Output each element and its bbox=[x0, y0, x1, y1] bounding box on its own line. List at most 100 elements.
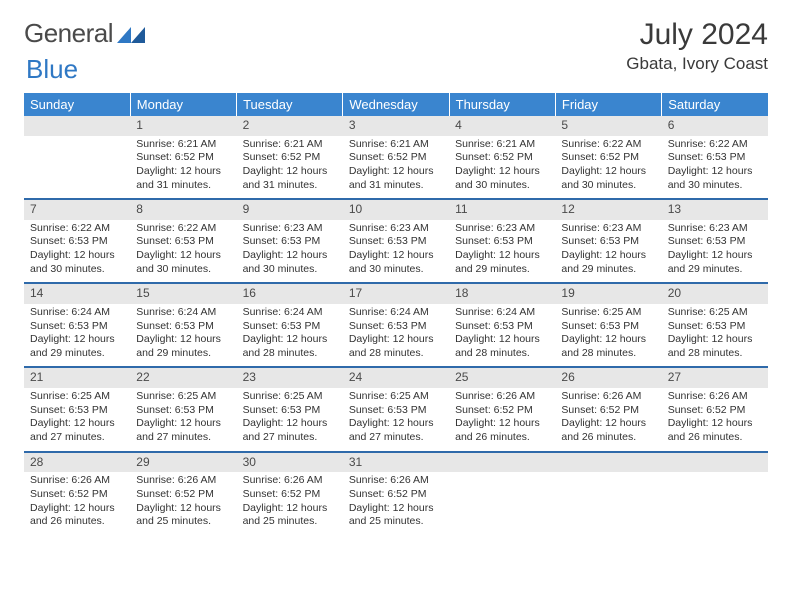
calendar-day: 3Sunrise: 6:21 AMSunset: 6:52 PMDaylight… bbox=[343, 116, 449, 199]
sunset-line: Sunset: 6:53 PM bbox=[136, 404, 230, 418]
day-body: Sunrise: 6:25 AMSunset: 6:53 PMDaylight:… bbox=[662, 304, 768, 367]
day-body: Sunrise: 6:25 AMSunset: 6:53 PMDaylight:… bbox=[343, 388, 449, 451]
calendar-day: 20Sunrise: 6:25 AMSunset: 6:53 PMDayligh… bbox=[662, 284, 768, 367]
calendar-day: 11Sunrise: 6:23 AMSunset: 6:53 PMDayligh… bbox=[449, 200, 555, 283]
sunset-line: Sunset: 6:53 PM bbox=[243, 235, 337, 249]
daylight-line: Daylight: 12 hours and 28 minutes. bbox=[561, 333, 655, 360]
calendar-day bbox=[555, 453, 661, 535]
day-body: Sunrise: 6:22 AMSunset: 6:52 PMDaylight:… bbox=[555, 136, 661, 199]
sunrise-line: Sunrise: 6:25 AM bbox=[136, 390, 230, 404]
daylight-line: Daylight: 12 hours and 27 minutes. bbox=[349, 417, 443, 444]
sunrise-line: Sunrise: 6:22 AM bbox=[30, 222, 124, 236]
sunset-line: Sunset: 6:53 PM bbox=[136, 235, 230, 249]
sunrise-line: Sunrise: 6:21 AM bbox=[455, 138, 549, 152]
day-body: Sunrise: 6:26 AMSunset: 6:52 PMDaylight:… bbox=[662, 388, 768, 451]
daylight-line: Daylight: 12 hours and 27 minutes. bbox=[136, 417, 230, 444]
daylight-line: Daylight: 12 hours and 28 minutes. bbox=[243, 333, 337, 360]
day-number bbox=[662, 453, 768, 473]
location-label: Gbata, Ivory Coast bbox=[626, 54, 768, 74]
daylight-line: Daylight: 12 hours and 30 minutes. bbox=[30, 249, 124, 276]
day-body: Sunrise: 6:24 AMSunset: 6:53 PMDaylight:… bbox=[449, 304, 555, 367]
day-number: 27 bbox=[662, 368, 768, 388]
day-body: Sunrise: 6:22 AMSunset: 6:53 PMDaylight:… bbox=[130, 220, 236, 283]
calendar-week: 21Sunrise: 6:25 AMSunset: 6:53 PMDayligh… bbox=[24, 368, 768, 451]
daylight-line: Daylight: 12 hours and 30 minutes. bbox=[243, 249, 337, 276]
calendar-day: 2Sunrise: 6:21 AMSunset: 6:52 PMDaylight… bbox=[237, 116, 343, 199]
sunset-line: Sunset: 6:53 PM bbox=[561, 235, 655, 249]
dow-saturday: Saturday bbox=[662, 93, 768, 116]
calendar-week: 7Sunrise: 6:22 AMSunset: 6:53 PMDaylight… bbox=[24, 200, 768, 283]
sunset-line: Sunset: 6:52 PM bbox=[30, 488, 124, 502]
brand-part2: Blue bbox=[26, 54, 78, 84]
calendar-day: 25Sunrise: 6:26 AMSunset: 6:52 PMDayligh… bbox=[449, 368, 555, 451]
sunrise-line: Sunrise: 6:21 AM bbox=[243, 138, 337, 152]
daylight-line: Daylight: 12 hours and 26 minutes. bbox=[455, 417, 549, 444]
day-number bbox=[555, 453, 661, 473]
sunrise-line: Sunrise: 6:24 AM bbox=[30, 306, 124, 320]
day-number: 22 bbox=[130, 368, 236, 388]
sunrise-line: Sunrise: 6:23 AM bbox=[668, 222, 762, 236]
dow-wednesday: Wednesday bbox=[343, 93, 449, 116]
sunrise-line: Sunrise: 6:23 AM bbox=[349, 222, 443, 236]
daylight-line: Daylight: 12 hours and 30 minutes. bbox=[455, 165, 549, 192]
calendar-day: 21Sunrise: 6:25 AMSunset: 6:53 PMDayligh… bbox=[24, 368, 130, 451]
sunrise-line: Sunrise: 6:24 AM bbox=[243, 306, 337, 320]
daylight-line: Daylight: 12 hours and 30 minutes. bbox=[136, 249, 230, 276]
daylight-line: Daylight: 12 hours and 31 minutes. bbox=[349, 165, 443, 192]
calendar-day bbox=[449, 453, 555, 535]
brand-logo: General bbox=[24, 18, 145, 49]
day-body: Sunrise: 6:25 AMSunset: 6:53 PMDaylight:… bbox=[24, 388, 130, 451]
day-number: 24 bbox=[343, 368, 449, 388]
sunrise-line: Sunrise: 6:23 AM bbox=[243, 222, 337, 236]
daylight-line: Daylight: 12 hours and 27 minutes. bbox=[30, 417, 124, 444]
daylight-line: Daylight: 12 hours and 28 minutes. bbox=[668, 333, 762, 360]
day-number: 8 bbox=[130, 200, 236, 220]
daylight-line: Daylight: 12 hours and 26 minutes. bbox=[561, 417, 655, 444]
day-body: Sunrise: 6:21 AMSunset: 6:52 PMDaylight:… bbox=[237, 136, 343, 199]
sunset-line: Sunset: 6:52 PM bbox=[349, 151, 443, 165]
sunrise-line: Sunrise: 6:26 AM bbox=[455, 390, 549, 404]
calendar-week: 28Sunrise: 6:26 AMSunset: 6:52 PMDayligh… bbox=[24, 453, 768, 535]
daylight-line: Daylight: 12 hours and 29 minutes. bbox=[136, 333, 230, 360]
daylight-line: Daylight: 12 hours and 25 minutes. bbox=[349, 502, 443, 529]
day-body: Sunrise: 6:22 AMSunset: 6:53 PMDaylight:… bbox=[662, 136, 768, 199]
daylight-line: Daylight: 12 hours and 25 minutes. bbox=[136, 502, 230, 529]
calendar-week: 1Sunrise: 6:21 AMSunset: 6:52 PMDaylight… bbox=[24, 116, 768, 199]
sunset-line: Sunset: 6:52 PM bbox=[243, 151, 337, 165]
day-body: Sunrise: 6:22 AMSunset: 6:53 PMDaylight:… bbox=[24, 220, 130, 283]
calendar-day: 17Sunrise: 6:24 AMSunset: 6:53 PMDayligh… bbox=[343, 284, 449, 367]
dow-sunday: Sunday bbox=[24, 93, 130, 116]
daylight-line: Daylight: 12 hours and 28 minutes. bbox=[455, 333, 549, 360]
sunset-line: Sunset: 6:52 PM bbox=[455, 151, 549, 165]
day-body: Sunrise: 6:26 AMSunset: 6:52 PMDaylight:… bbox=[555, 388, 661, 451]
day-number: 19 bbox=[555, 284, 661, 304]
day-body: Sunrise: 6:21 AMSunset: 6:52 PMDaylight:… bbox=[130, 136, 236, 199]
sunrise-line: Sunrise: 6:26 AM bbox=[30, 474, 124, 488]
sunrise-line: Sunrise: 6:26 AM bbox=[349, 474, 443, 488]
dow-friday: Friday bbox=[555, 93, 661, 116]
daylight-line: Daylight: 12 hours and 30 minutes. bbox=[668, 165, 762, 192]
brand-mark-icon bbox=[117, 18, 145, 49]
day-body: Sunrise: 6:24 AMSunset: 6:53 PMDaylight:… bbox=[24, 304, 130, 367]
calendar-head: Sunday Monday Tuesday Wednesday Thursday… bbox=[24, 93, 768, 116]
sunrise-line: Sunrise: 6:26 AM bbox=[136, 474, 230, 488]
day-body: Sunrise: 6:26 AMSunset: 6:52 PMDaylight:… bbox=[343, 472, 449, 535]
calendar-day: 18Sunrise: 6:24 AMSunset: 6:53 PMDayligh… bbox=[449, 284, 555, 367]
day-body: Sunrise: 6:26 AMSunset: 6:52 PMDaylight:… bbox=[130, 472, 236, 535]
sunset-line: Sunset: 6:53 PM bbox=[455, 235, 549, 249]
day-number: 11 bbox=[449, 200, 555, 220]
sunrise-line: Sunrise: 6:26 AM bbox=[243, 474, 337, 488]
calendar-day: 26Sunrise: 6:26 AMSunset: 6:52 PMDayligh… bbox=[555, 368, 661, 451]
day-body: Sunrise: 6:26 AMSunset: 6:52 PMDaylight:… bbox=[449, 388, 555, 451]
day-body: Sunrise: 6:25 AMSunset: 6:53 PMDaylight:… bbox=[130, 388, 236, 451]
calendar-body: 1Sunrise: 6:21 AMSunset: 6:52 PMDaylight… bbox=[24, 116, 768, 535]
sunrise-line: Sunrise: 6:21 AM bbox=[349, 138, 443, 152]
sunset-line: Sunset: 6:52 PM bbox=[561, 151, 655, 165]
calendar-day: 10Sunrise: 6:23 AMSunset: 6:53 PMDayligh… bbox=[343, 200, 449, 283]
day-number: 9 bbox=[237, 200, 343, 220]
sunset-line: Sunset: 6:53 PM bbox=[136, 320, 230, 334]
calendar-page: General July 2024 Gbata, Ivory Coast Blu… bbox=[0, 0, 792, 553]
day-number: 6 bbox=[662, 116, 768, 136]
sunrise-line: Sunrise: 6:22 AM bbox=[668, 138, 762, 152]
day-number: 13 bbox=[662, 200, 768, 220]
